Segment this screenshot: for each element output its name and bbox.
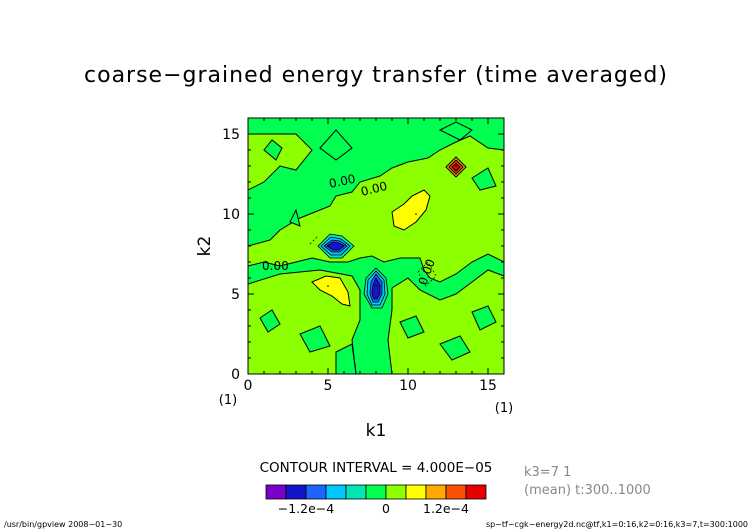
zero-patches (259, 121, 497, 375)
region (439, 335, 471, 361)
colorbar-swatch (265, 484, 287, 500)
colorbar-swatch (365, 484, 387, 500)
contour-label: 0.00 (262, 259, 289, 273)
colorbar-tick-label: 1.2e−4 (423, 501, 469, 516)
x-unit-label: (1) (495, 401, 513, 416)
feature-point (455, 165, 457, 167)
region (259, 309, 281, 333)
region (391, 189, 431, 231)
side-info-line2: (mean) t:300..1000 (524, 483, 651, 498)
positive-regions (311, 189, 431, 307)
colorbar-tick-label: 0 (382, 501, 390, 516)
colorbar-swatch (385, 484, 407, 500)
contour-line (417, 261, 437, 287)
colorbar-swatch (325, 484, 347, 500)
dashed-contours (309, 235, 437, 287)
y-tick-label: 10 (222, 207, 240, 223)
contour-interval-label: CONTOUR INTERVAL = 4.000E−05 (260, 460, 493, 476)
region (471, 305, 497, 331)
region (326, 241, 345, 251)
contour-label: 0.00 (359, 179, 388, 199)
region (299, 325, 331, 353)
x-tick-label: 15 (479, 378, 497, 394)
region (319, 129, 353, 161)
region (263, 139, 283, 161)
contour-line (309, 235, 319, 245)
feature-point (415, 213, 417, 215)
region (387, 269, 505, 375)
feature-point (327, 245, 329, 247)
positive-peak (445, 156, 467, 178)
region (247, 133, 313, 191)
region (399, 315, 425, 339)
y-axis-label: k2 (195, 236, 215, 257)
colorbar-swatch (285, 484, 307, 500)
feature-point (375, 285, 377, 287)
x-axis-label: k1 (366, 421, 387, 441)
colorbar-swatch (425, 484, 447, 500)
side-info-line1: k3=7 1 (524, 465, 571, 480)
footer-right: sp−tf−cgk−energy2d.nc@tf,k1=0:16,k2=0:16… (486, 520, 748, 529)
x-tick-label: 0 (244, 378, 253, 394)
plot-area: 0.000.000.000.00 (247, 117, 505, 375)
y-tick-label: 5 (231, 287, 240, 303)
region (451, 162, 461, 172)
y-unit-label: (1) (219, 393, 237, 408)
region (311, 275, 351, 307)
colorbar-swatch (445, 484, 467, 500)
region (371, 277, 381, 300)
colorbar-swatch (405, 484, 427, 500)
region (289, 208, 301, 227)
y-tick-label: 15 (222, 127, 240, 143)
axes: 0 5 10 15 0 5 10 15 (222, 117, 505, 394)
colorbar-swatch (465, 484, 487, 500)
contour-label: 0.00 (328, 172, 357, 191)
region (247, 135, 505, 283)
colorbar-swatch (305, 484, 327, 500)
feature-point (327, 285, 329, 287)
chart-title: coarse−grained energy transfer (time ave… (84, 63, 668, 88)
x-tick-label: 5 (324, 378, 333, 394)
region (438, 121, 473, 141)
colorbar-swatch (345, 484, 367, 500)
y-tick-label: 0 (231, 367, 240, 383)
footer-left: /usr/bin/gpview 2008−01−30 (4, 520, 122, 529)
x-tick-label: 10 (399, 378, 417, 394)
region (471, 167, 497, 191)
negative-peak-a (317, 233, 355, 259)
colorbar: −1.2e−4 0 1.2e−4 (265, 484, 487, 516)
negative-peak-b (363, 267, 389, 309)
colorbar-tick-label: −1.2e−4 (278, 501, 335, 516)
